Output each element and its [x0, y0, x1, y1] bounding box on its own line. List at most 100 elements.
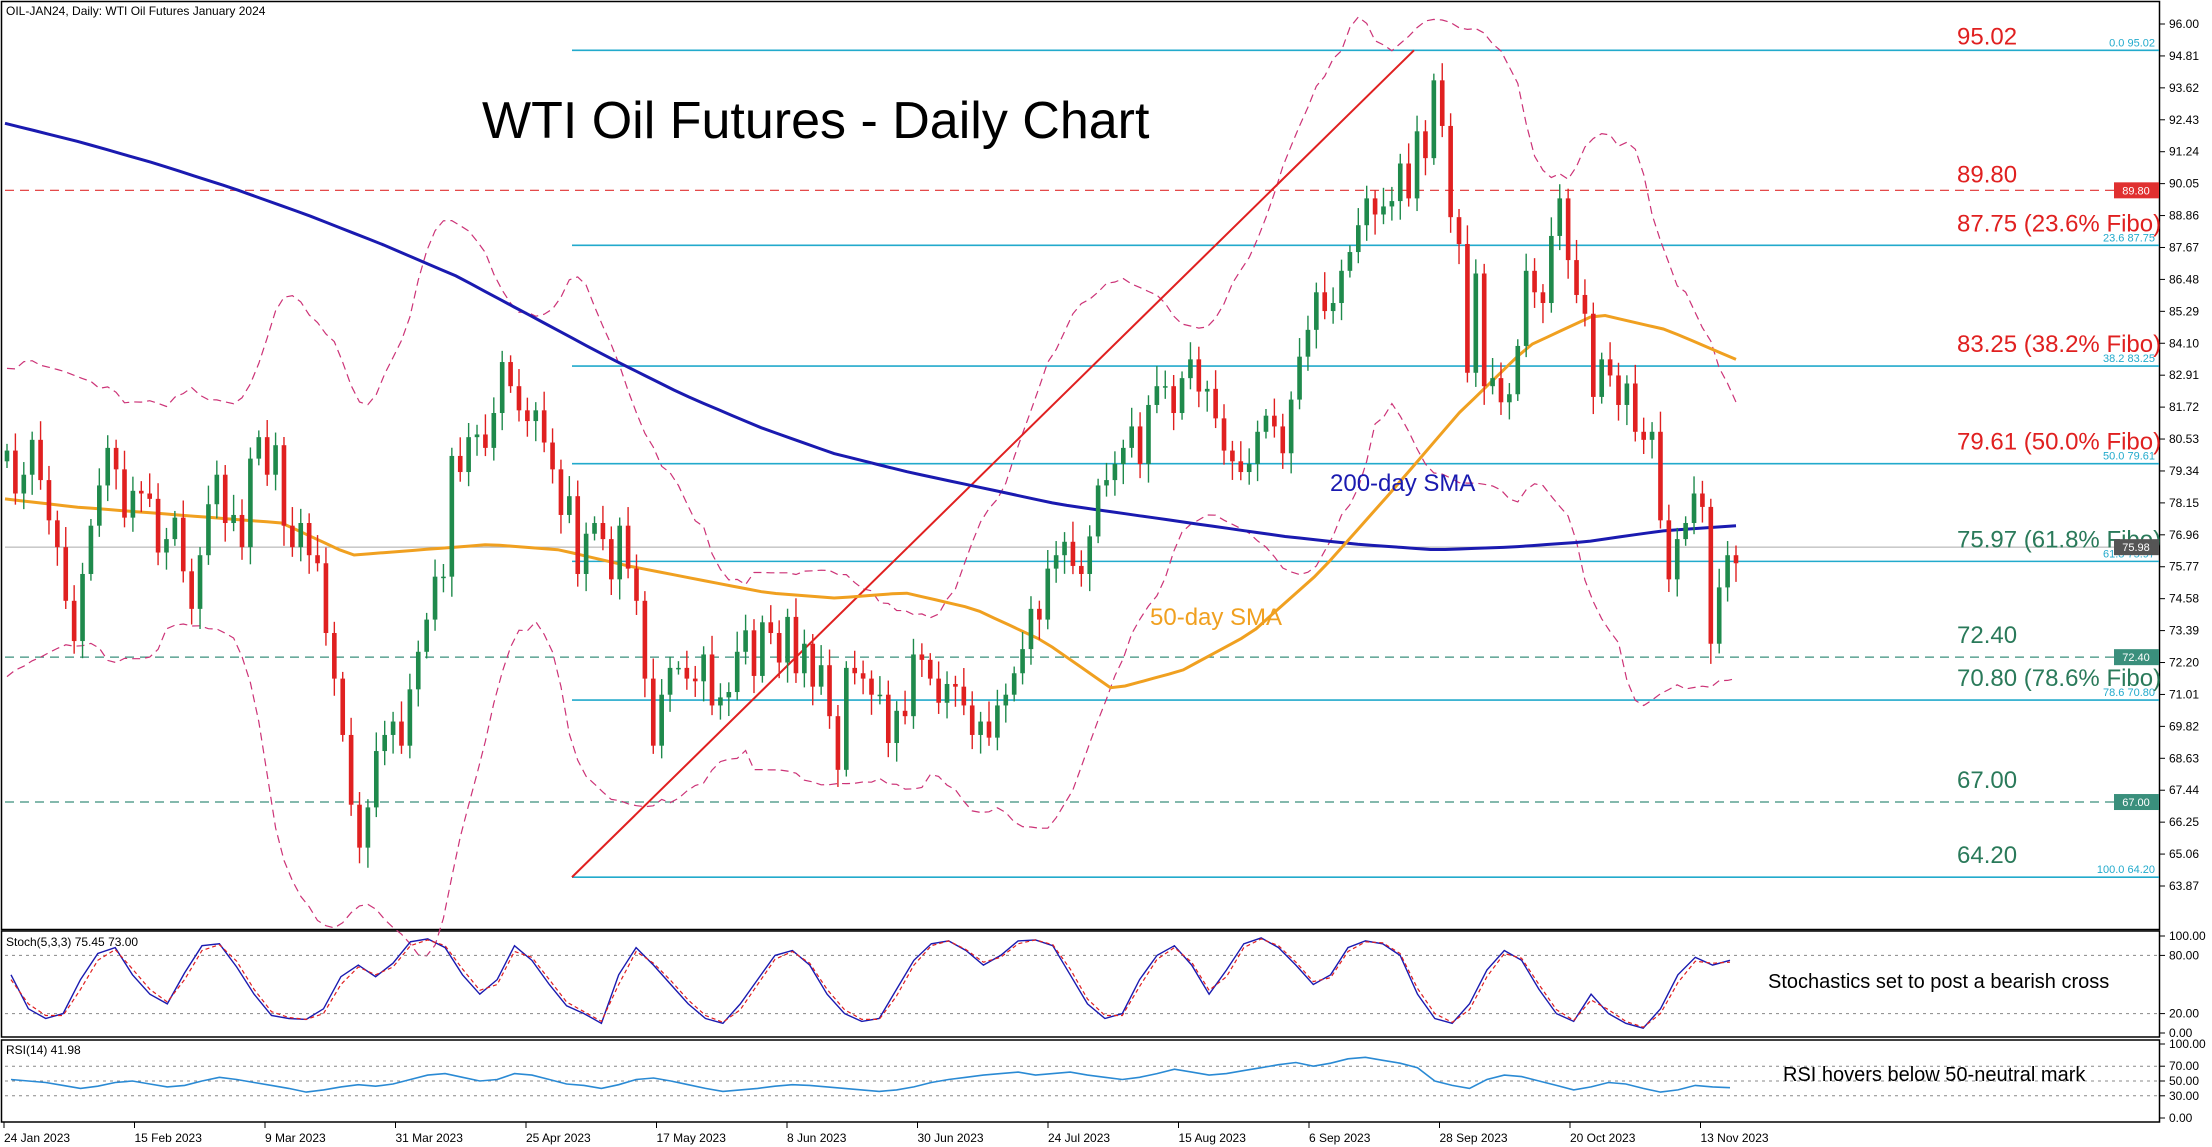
- axis-tag-box: [2114, 182, 2159, 199]
- price-y-axis: 96.00 94.81 93.62 92.43 91.24 90.05 88.86 87.67…: [2159, 17, 2199, 893]
- fibo-tag: 100.0 64.20: [2097, 864, 2155, 876]
- price-panel-frame: [0, 0, 2161, 931]
- candle-body: [1591, 313, 1596, 397]
- x-tick-label: 28 Sep 2023: [1440, 1131, 1508, 1145]
- annotation-label: 95.02: [1957, 23, 2017, 50]
- candle-body: [818, 665, 824, 687]
- candle-body: [97, 485, 102, 526]
- x-tick-label: 24 Jul 2023: [1048, 1131, 1110, 1145]
- price-tick-label: 91.24: [2169, 145, 2199, 159]
- candle-body: [785, 616, 790, 663]
- candle-body: [365, 807, 371, 848]
- candle-body: [1297, 356, 1302, 400]
- candle-body: [1221, 418, 1227, 451]
- candle-body: [273, 445, 278, 475]
- candle-body: [264, 437, 270, 475]
- candle-body: [1624, 383, 1630, 405]
- candle-body: [600, 523, 606, 540]
- candle-body: [1053, 555, 1059, 569]
- candle-body: [457, 455, 463, 473]
- candle-body: [432, 576, 438, 620]
- candle-body: [1448, 125, 1453, 218]
- annotation-label: 64.20: [1957, 842, 2017, 869]
- fibo-tag: 50.0 79.61: [2103, 451, 2155, 463]
- candle-body: [1414, 131, 1420, 199]
- candle-body: [1389, 201, 1395, 207]
- candle-body: [1171, 386, 1176, 414]
- price-tick-label: 65.06: [2169, 847, 2199, 861]
- candle-body: [449, 455, 455, 577]
- candle-body: [1456, 217, 1462, 244]
- chart-annotations: 95.02 89.80 87.75 (23.6% Fibo) 83.25 (38.2%…: [1150, 23, 2161, 869]
- candle-body: [877, 694, 883, 697]
- candle-body: [1347, 252, 1353, 271]
- candle-body: [827, 665, 832, 717]
- price-tick-label: 76.96: [2169, 528, 2199, 542]
- candle-body: [1607, 359, 1613, 376]
- candle-body: [1616, 375, 1621, 405]
- price-tick-label: 81.72: [2169, 400, 2199, 414]
- candle-body: [567, 496, 572, 515]
- candle-body: [1691, 493, 1697, 524]
- candle-body: [810, 643, 816, 687]
- x-tick-label: 15 Feb 2023: [135, 1131, 203, 1145]
- candle-body: [1700, 493, 1705, 507]
- candle-body: [38, 439, 43, 481]
- candle-body: [256, 437, 262, 459]
- candle-body: [407, 689, 413, 746]
- candle-body: [390, 721, 396, 735]
- candle-body: [1515, 345, 1521, 395]
- candle-body: [525, 410, 530, 422]
- candle-body: [55, 520, 60, 548]
- annotation-label: 70.80 (78.6% Fibo): [1957, 665, 2161, 692]
- candle-body: [1641, 431, 1646, 440]
- candle-body: [373, 751, 379, 808]
- candle-body: [860, 673, 866, 679]
- candle-body: [1490, 378, 1495, 387]
- price-tick-label: 66.25: [2169, 815, 2199, 829]
- candle-body: [726, 692, 732, 698]
- candle-body: [1146, 404, 1151, 464]
- candle-body: [802, 643, 807, 674]
- candle-body: [1179, 378, 1185, 414]
- price-tick-label: 84.10: [2169, 336, 2199, 350]
- candle-body: [760, 622, 765, 676]
- annotation-label: 79.61 (50.0% Fibo): [1957, 429, 2161, 456]
- bollinger-bands: [6, 16, 1737, 957]
- candle-body: [138, 490, 144, 494]
- x-tick-label: 20 Oct 2023: [1570, 1131, 1636, 1145]
- x-tick-label: 13 Nov 2023: [1701, 1131, 1769, 1145]
- candle-body: [1255, 431, 1260, 464]
- candle-body: [1062, 541, 1067, 556]
- candle-body: [944, 683, 950, 703]
- candle-body: [1330, 303, 1336, 312]
- fibo-tag: 23.6 87.75: [2103, 232, 2155, 244]
- candle-body: [1372, 198, 1378, 215]
- candle-body: [222, 474, 228, 524]
- candle-body: [340, 678, 346, 735]
- annotation-label: 67.00: [1957, 767, 2017, 794]
- candle-body: [1230, 450, 1235, 462]
- osc-tick-label: 70.00: [2169, 1059, 2199, 1073]
- candle-body: [130, 490, 136, 518]
- candle-body: [550, 442, 555, 470]
- x-tick-label: 17 May 2023: [657, 1131, 727, 1145]
- candle-body: [743, 630, 748, 652]
- candle-body: [701, 654, 706, 682]
- candle-body: [122, 469, 127, 518]
- price-tick-label: 71.01: [2169, 687, 2199, 701]
- price-tick-label: 67.44: [2169, 783, 2199, 797]
- candle-body: [852, 667, 858, 674]
- candle-body: [978, 721, 983, 735]
- candle-body: [575, 496, 581, 574]
- candle-body: [315, 555, 320, 564]
- candle-body: [541, 410, 547, 443]
- fibonacci-trendline: [571, 49, 1415, 878]
- candle-body: [927, 659, 933, 679]
- x-tick-label: 31 Mar 2023: [396, 1131, 464, 1145]
- candle-body: [71, 600, 77, 642]
- candle-body: [298, 523, 304, 548]
- price-tick-label: 73.39: [2169, 624, 2199, 638]
